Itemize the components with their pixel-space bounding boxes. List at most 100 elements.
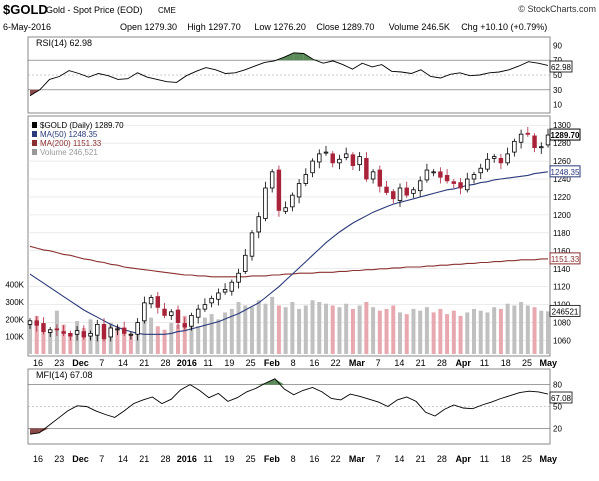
- candle: [115, 324, 120, 336]
- ohlc-low: Low 1276.20: [254, 22, 306, 32]
- x-tick-8: 8: [291, 454, 296, 464]
- candle-body: [411, 189, 416, 194]
- candle-body: [175, 309, 181, 323]
- candle: [222, 283, 228, 295]
- x-tick-7: 7: [99, 358, 104, 368]
- candle-body: [438, 171, 443, 178]
- price-tick-1120: 1120: [553, 283, 571, 292]
- candle-body: [391, 191, 396, 200]
- candle-body: [209, 297, 214, 304]
- volume-bar: [155, 326, 160, 354]
- x-tick-7: 7: [376, 454, 381, 464]
- legend-swatch: [32, 122, 37, 128]
- volume-bar: [478, 310, 483, 354]
- candle: [95, 319, 100, 342]
- mfi-tick-20: 20: [553, 424, 562, 433]
- mfi-line: [29, 378, 549, 435]
- rsi-tick-10: 10: [553, 101, 562, 110]
- candle-body: [162, 308, 167, 316]
- rsi-tick-30: 30: [553, 86, 562, 95]
- x-tick-19: 19: [224, 454, 234, 464]
- price-tick-1240: 1240: [553, 175, 571, 184]
- candle-body: [283, 207, 288, 212]
- volume-bar: [236, 302, 241, 354]
- candle: [229, 279, 235, 296]
- legend-entry: $GOLD (Daily) 1289.70: [40, 121, 124, 130]
- volume-bar: [48, 329, 53, 354]
- x-axis-price: 16 23 Dec 7 14 21 28 2016 11 19 25 Feb 8 16 22 Mar 7 14 21…: [33, 358, 557, 368]
- volume-bar: [539, 310, 544, 354]
- volume-bar: [122, 329, 127, 354]
- x-tick-Dec: Dec: [72, 454, 89, 464]
- x-tick-May: May: [539, 358, 557, 368]
- volume-bar: [115, 326, 120, 354]
- candle: [27, 318, 33, 329]
- price-badge: 1289.70: [551, 131, 580, 140]
- price-tick-1060: 1060: [553, 337, 571, 346]
- candle: [243, 249, 248, 275]
- candle: [283, 201, 288, 215]
- volume-bar: [546, 311, 550, 354]
- volume-bar: [317, 302, 322, 354]
- price-tick-1180: 1180: [553, 229, 571, 238]
- volume-bar: [364, 302, 369, 354]
- candle-body: [444, 175, 450, 182]
- candle: [54, 324, 60, 337]
- candle-body: [471, 174, 477, 180]
- candle-body: [182, 323, 187, 328]
- candle-body: [451, 181, 457, 184]
- candle: [256, 212, 261, 239]
- candle: [323, 145, 329, 156]
- candle-body: [397, 187, 403, 201]
- candle: [357, 152, 362, 171]
- x-tick-11: 11: [203, 454, 212, 464]
- x-tick-8: 8: [291, 358, 296, 368]
- candle: [438, 167, 443, 184]
- candle-body: [202, 304, 208, 310]
- volume-bar: [162, 329, 167, 354]
- volume-bar: [28, 322, 32, 354]
- candle-body: [417, 180, 423, 192]
- volume-bar: [371, 307, 376, 354]
- candle-body: [317, 153, 322, 163]
- volume-bar: [532, 307, 537, 354]
- price-tick-1280: 1280: [553, 139, 571, 148]
- candle-body: [27, 320, 33, 325]
- candle-body: [323, 151, 329, 154]
- volume-bar: [525, 305, 530, 354]
- volume-bar: [263, 303, 268, 354]
- candle-body: [431, 171, 436, 174]
- candle: [370, 169, 376, 184]
- candle-body: [142, 302, 147, 322]
- mfi-panel: 20 50 80 MFI(14) 67.08 67.08: [27, 368, 573, 445]
- x-tick-23: 23: [54, 358, 64, 368]
- price-tick-1220: 1220: [553, 193, 571, 202]
- x-tick-11: 11: [480, 454, 489, 464]
- x-tick-11: 11: [203, 358, 212, 368]
- candle: [101, 318, 107, 342]
- candle-body: [269, 171, 275, 189]
- symbol-title: $GOLD: [3, 2, 48, 17]
- legend-swatch: [32, 140, 37, 146]
- rsi-panel: 1030507090 RSI(14) 62.98 62.98: [27, 36, 573, 114]
- candle-body: [155, 296, 161, 308]
- x-tick-18: 18: [501, 454, 511, 464]
- candle-body: [458, 182, 463, 189]
- candle: [269, 169, 275, 193]
- candle-body: [249, 232, 255, 257]
- volume-bar: [350, 308, 355, 354]
- candle: [377, 165, 383, 193]
- candle-body: [384, 186, 389, 193]
- candle-body: [491, 156, 497, 159]
- volume-bar: [182, 315, 187, 354]
- candle: [202, 298, 208, 312]
- x-tick-25: 25: [522, 358, 532, 368]
- candle: [135, 318, 140, 341]
- candle: [34, 316, 39, 332]
- rsi-line: [29, 52, 549, 97]
- candle-body: [404, 187, 409, 196]
- volume-bar: [357, 305, 362, 354]
- candle-body: [370, 171, 376, 180]
- x-tick-16: 16: [309, 454, 319, 464]
